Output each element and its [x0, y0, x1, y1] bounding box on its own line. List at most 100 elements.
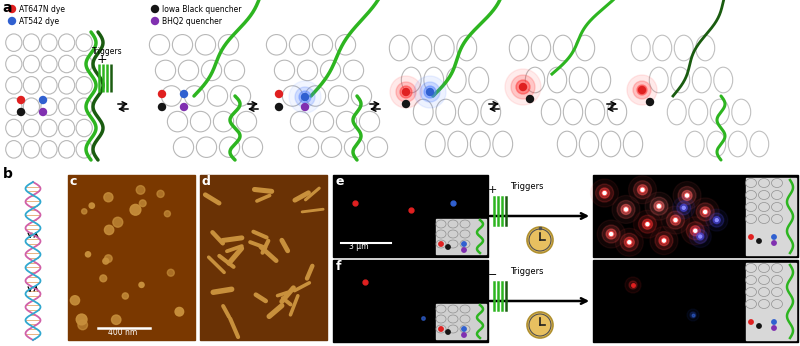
Circle shape: [414, 76, 446, 108]
Circle shape: [690, 226, 700, 236]
Circle shape: [657, 204, 662, 209]
Bar: [200, 175, 327, 340]
Text: c: c: [70, 175, 78, 188]
Circle shape: [757, 239, 762, 243]
Circle shape: [680, 204, 687, 211]
Circle shape: [698, 235, 702, 238]
Circle shape: [111, 315, 121, 325]
Bar: [68, 175, 195, 340]
Circle shape: [637, 85, 647, 95]
Circle shape: [670, 215, 681, 225]
Circle shape: [700, 207, 710, 217]
Circle shape: [673, 218, 678, 222]
Circle shape: [390, 76, 422, 108]
Circle shape: [677, 201, 690, 215]
Circle shape: [590, 179, 618, 207]
Circle shape: [100, 275, 106, 282]
Circle shape: [151, 6, 158, 12]
Bar: [746, 178, 796, 255]
Circle shape: [39, 97, 46, 103]
Circle shape: [646, 223, 649, 226]
Circle shape: [175, 307, 184, 316]
Text: +: +: [97, 53, 108, 66]
Circle shape: [693, 228, 698, 233]
Circle shape: [78, 320, 87, 330]
Circle shape: [595, 184, 614, 202]
Circle shape: [641, 188, 644, 191]
Circle shape: [519, 83, 526, 91]
Circle shape: [462, 333, 466, 337]
Circle shape: [151, 18, 158, 25]
Circle shape: [646, 99, 654, 106]
Circle shape: [654, 201, 664, 211]
Circle shape: [685, 193, 690, 198]
Circle shape: [658, 205, 661, 208]
Circle shape: [757, 324, 762, 328]
Circle shape: [295, 87, 315, 107]
Circle shape: [690, 226, 711, 247]
Circle shape: [302, 103, 309, 110]
Circle shape: [749, 320, 754, 324]
Circle shape: [86, 252, 90, 257]
Circle shape: [678, 186, 696, 204]
Circle shape: [772, 235, 776, 239]
Circle shape: [122, 293, 129, 299]
Circle shape: [615, 228, 643, 256]
Circle shape: [602, 225, 620, 243]
Circle shape: [157, 190, 164, 198]
Circle shape: [139, 282, 144, 288]
Circle shape: [438, 327, 443, 331]
Circle shape: [113, 217, 122, 227]
Circle shape: [158, 103, 166, 110]
Text: AT647N dye: AT647N dye: [19, 5, 65, 14]
Text: 400 nm: 400 nm: [108, 328, 138, 337]
Circle shape: [628, 241, 630, 244]
Circle shape: [673, 197, 694, 219]
Circle shape: [710, 213, 724, 227]
Circle shape: [606, 229, 616, 239]
Circle shape: [603, 192, 606, 194]
Circle shape: [105, 255, 112, 262]
Circle shape: [396, 82, 416, 102]
Circle shape: [749, 235, 754, 239]
Circle shape: [302, 93, 309, 100]
Circle shape: [602, 191, 607, 195]
Text: Triggers: Triggers: [510, 182, 543, 191]
Circle shape: [674, 219, 677, 221]
Circle shape: [299, 91, 311, 103]
Circle shape: [610, 233, 613, 236]
Text: b: b: [3, 167, 13, 181]
Text: Triggers: Triggers: [92, 47, 122, 56]
Circle shape: [82, 209, 87, 214]
Circle shape: [638, 185, 647, 195]
Circle shape: [420, 82, 440, 102]
Circle shape: [634, 210, 662, 238]
Circle shape: [39, 109, 46, 116]
Bar: [333, 175, 488, 257]
Circle shape: [715, 219, 718, 221]
Circle shape: [687, 309, 699, 321]
Text: d: d: [202, 175, 211, 188]
Text: BHQ2 quencher: BHQ2 quencher: [162, 17, 222, 26]
Circle shape: [18, 97, 25, 103]
Circle shape: [772, 320, 776, 324]
Bar: [333, 260, 488, 342]
Circle shape: [772, 326, 776, 330]
Circle shape: [627, 240, 632, 245]
Circle shape: [645, 192, 673, 220]
Circle shape: [640, 187, 645, 192]
Circle shape: [625, 277, 641, 293]
Circle shape: [662, 238, 666, 243]
Circle shape: [511, 75, 535, 99]
Circle shape: [424, 86, 436, 98]
Circle shape: [103, 258, 109, 264]
Bar: [436, 304, 486, 339]
Circle shape: [181, 91, 187, 98]
Text: −: −: [488, 270, 498, 280]
Circle shape: [638, 86, 646, 93]
Circle shape: [714, 217, 720, 224]
Bar: [593, 260, 798, 342]
Circle shape: [136, 185, 145, 194]
Circle shape: [105, 225, 114, 235]
Circle shape: [650, 227, 678, 255]
